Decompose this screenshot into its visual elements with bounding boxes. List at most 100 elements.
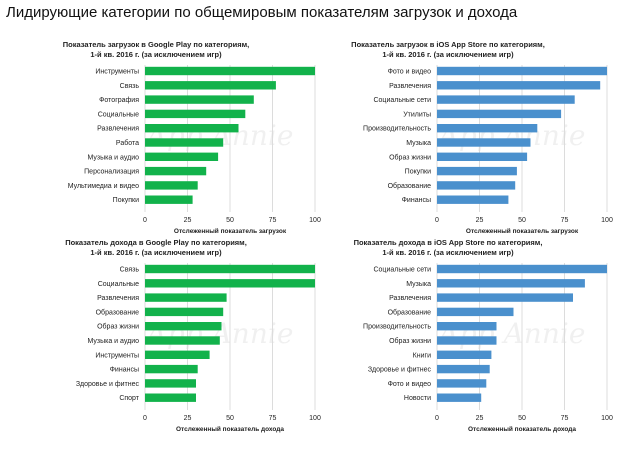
bar [437,393,482,402]
bar [145,81,276,90]
bar [437,152,528,161]
category-label: Персонализация [84,169,139,176]
chart-title-line-2: 1-й кв. 2016 г. (за исключением игр) [382,248,514,257]
tick-label: 75 [561,415,569,422]
category-label: Здоровье и фитнес [76,381,140,388]
category-label: Спорт [119,395,139,402]
tick-label: 0 [435,217,439,224]
tick-label: 100 [309,415,321,422]
category-label: Финансы [110,367,139,374]
chart-title: Показатель загрузок в Google Play по кат… [0,40,312,60]
tick-label: 100 [601,415,613,422]
chart-plot: App Annie 0 25 50 75 100 Фото и видео Развлечен… [363,65,613,235]
chart-plot: App Annie 0 25 50 75 100 Инструменты Связь Фотог… [68,65,321,235]
category-label: Работа [116,139,139,147]
tick-label: 100 [601,217,613,224]
chart-plot: App Annie 0 25 50 75 100 Социальные сети Музыка… [363,263,613,433]
bar [437,166,517,176]
bar [437,322,497,331]
bar [145,393,196,402]
bar [145,350,210,359]
category-label: Производительность [363,126,431,133]
watermark: App Annie [436,119,586,152]
tick-label: 50 [226,415,234,422]
bar [145,264,315,274]
category-label: Развлечения [97,295,139,302]
bar [437,307,514,317]
bar [437,138,531,147]
bar [437,264,607,274]
category-label: Образование [388,182,431,190]
bar [145,307,224,317]
category-label: Музыка и аудио [87,154,139,161]
chart-title: Показатель загрузок в iOS App Store по к… [292,40,604,60]
category-label: Связь [120,267,140,274]
tick-label: 25 [184,217,192,224]
chart-title-line-1: Показатель дохода в Google Play по катег… [65,238,247,247]
chart-title-line-1: Показатель загрузок в Google Play по кат… [62,40,250,49]
x-axis-label: Отслеженный показатель дохода [176,425,284,433]
page-title: Лидирующие категории по общемировым пока… [6,4,518,21]
category-label: Покупки [113,197,139,204]
category-label: Покупки [405,169,431,176]
category-label: Производительность [363,324,431,331]
bar [437,364,490,374]
bar [145,109,246,119]
category-label: Утилиты [403,111,431,118]
chart-ios-revenue: Показатель дохода в iOS App Store по кат… [292,238,613,446]
bar [437,195,509,204]
chart-title: Показатель дохода в Google Play по катег… [0,238,312,258]
bar [145,166,207,176]
bar [437,379,487,388]
category-label: Музыка [406,140,431,147]
x-axis-label: Отслеженный показатель загрузок [174,227,287,235]
category-label: Социальные [98,281,139,288]
tick-label: 50 [518,415,526,422]
category-label: Здоровье и фитнес [368,367,432,374]
bar [437,109,562,119]
bar [145,364,198,374]
category-label: Образование [388,308,431,316]
category-label: Образ жизни [389,337,431,345]
tick-label: 75 [269,415,277,422]
chart-title-line-1: Показатель загрузок в iOS App Store по к… [351,40,545,49]
bar [437,66,607,76]
category-label: Книги [413,352,431,359]
tick-label: 75 [269,217,277,224]
chart-plot: App Annie 0 25 50 75 100 Связь Социальные Развле… [76,263,321,433]
category-label: Социальные [98,111,139,118]
bar [145,138,224,147]
bar [145,195,193,204]
bar [145,95,254,104]
bar [437,81,601,90]
tick-label: 25 [476,217,484,224]
bar [145,66,315,76]
bar [145,336,220,345]
bar [145,379,196,388]
watermark: App Annie [144,317,294,350]
chart-title-line-2: 1-й кв. 2016 г. (за исключением игр) [382,50,514,59]
category-label: Социальные сети [373,267,431,274]
tick-label: 75 [561,217,569,224]
bar [437,181,516,190]
category-label: Инструменты [95,352,139,359]
bar [145,181,198,190]
category-label: Инструменты [95,69,139,76]
bar [437,95,575,104]
chart-google-play-revenue: Показатель дохода в Google Play по катег… [0,238,321,446]
watermark: App Annie [144,119,294,152]
category-label: Развлечения [389,83,431,90]
bar [437,336,497,345]
bar [145,293,227,302]
chart-title: Показатель дохода в iOS App Store по кат… [292,238,604,258]
bar [145,322,222,331]
chart-title-line-1: Показатель дохода в iOS App Store по кат… [353,238,543,247]
tick-label: 25 [476,415,484,422]
tick-label: 0 [143,415,147,422]
watermark: App Annie [436,317,586,350]
bar [437,293,573,302]
category-label: Развлечения [97,126,139,133]
tick-label: 50 [518,217,526,224]
category-label: Образ жизни [389,153,431,161]
bar [437,350,492,359]
